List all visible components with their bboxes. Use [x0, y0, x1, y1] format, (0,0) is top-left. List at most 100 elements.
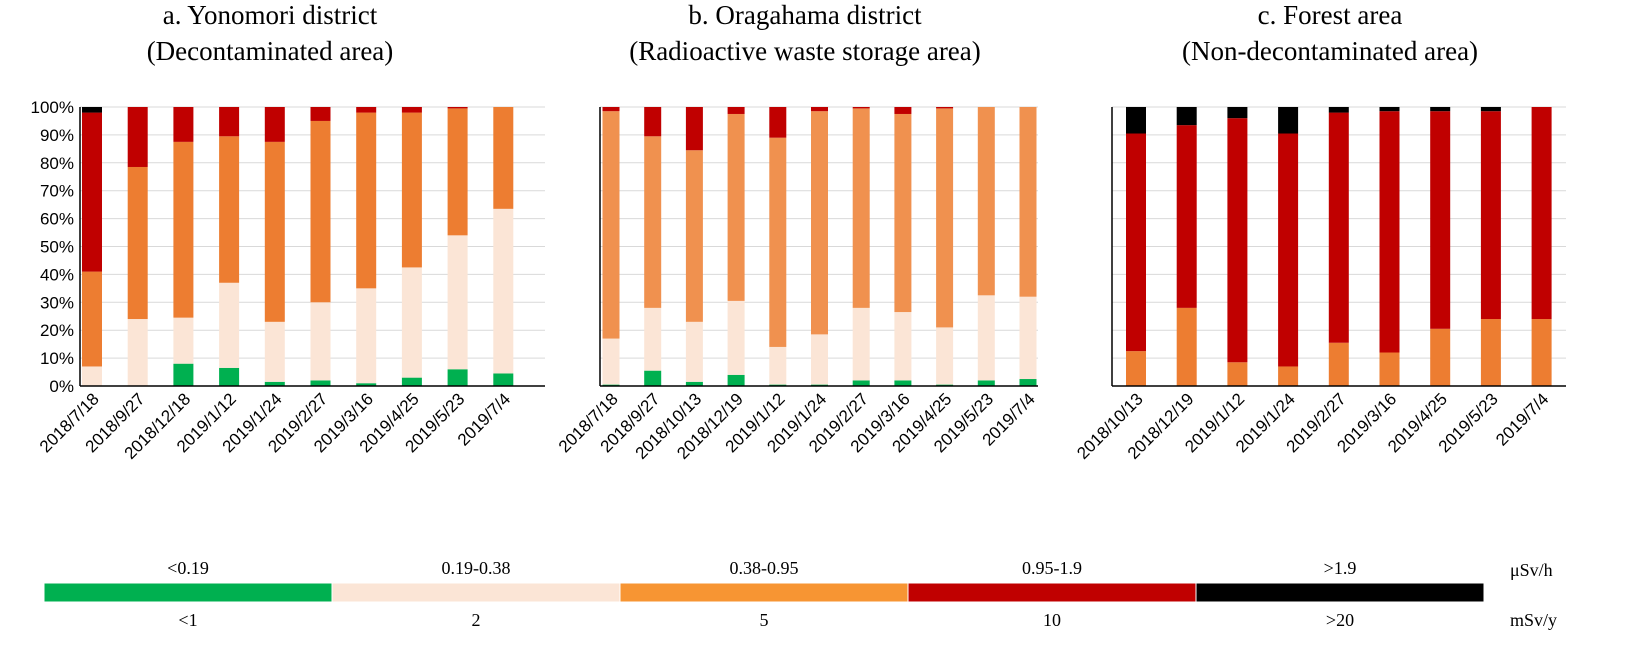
panel-a: a. Yonomori district (Decontaminated are…: [31, 0, 545, 463]
bar-segment: [894, 113, 912, 313]
bar-segment: [936, 107, 954, 109]
legend-bottom-label: 2: [472, 610, 481, 630]
bar-segment: [852, 108, 870, 308]
bar-segment: [1278, 107, 1299, 134]
legend-top-label: 0.19-0.38: [442, 558, 511, 578]
bar-segment: [493, 107, 514, 209]
bar-segment: [219, 282, 240, 368]
bar-segment: [644, 136, 662, 308]
bar-segment: [310, 302, 331, 381]
bar-segment: [936, 327, 954, 385]
bar-segment: [1227, 118, 1248, 363]
bar-segment: [1531, 107, 1552, 320]
y-tick-label: 60%: [40, 210, 74, 229]
bar-segment: [1126, 351, 1146, 386]
bar-segment: [401, 267, 422, 378]
bar-segment: [977, 107, 995, 296]
legend-color-bar: [43, 582, 1485, 603]
bar-segment: [727, 300, 745, 375]
bar-segment: [1019, 107, 1037, 297]
bar-segment: [1019, 296, 1037, 380]
bar-segment: [447, 107, 468, 109]
bar-segment: [1531, 319, 1552, 386]
bar-segment: [1126, 107, 1146, 134]
bar-segment: [493, 373, 514, 386]
legend-bottom-label: >20: [1326, 610, 1354, 630]
bar-segment: [1379, 111, 1400, 353]
bar-segment: [82, 271, 102, 367]
bar-segment: [1176, 125, 1197, 308]
y-tick-label: 50%: [40, 238, 74, 257]
bar-segment: [1430, 111, 1451, 329]
bar-segment: [852, 307, 870, 381]
bar-segment: [219, 367, 240, 386]
y-tick-label: 40%: [40, 265, 74, 284]
bar-segment: [1480, 107, 1501, 112]
x-tick-label: 2019/7/4: [1492, 389, 1552, 449]
bar-segment: [310, 107, 331, 121]
bar-segment: [685, 150, 703, 322]
bar-segment: [1278, 366, 1299, 386]
bar-segment: [401, 112, 422, 268]
bar-segment: [1328, 112, 1349, 343]
bar-segment: [82, 107, 102, 113]
bar-segment: [769, 346, 787, 385]
legend-bottom-label: <1: [178, 610, 197, 630]
legend-swatch: [331, 582, 621, 603]
bar-segment: [769, 137, 787, 347]
bar-segment: [602, 111, 620, 339]
bar-segment: [82, 366, 102, 386]
bar-segment: [356, 288, 377, 384]
legend-swatch: [907, 582, 1197, 603]
bar-segment: [1480, 319, 1501, 386]
bar-segment: [264, 381, 285, 386]
bar-segment: [811, 334, 828, 385]
bar-segment: [1176, 107, 1197, 126]
bar-segment: [1430, 107, 1451, 112]
y-tick-label: 100%: [31, 98, 74, 117]
bar-segment: [356, 107, 377, 113]
bar-segment: [219, 136, 240, 283]
panel-c: c. Forest area (Non-decontaminated area)…: [1073, 0, 1566, 463]
panel-a-title: a. Yonomori district: [163, 0, 378, 30]
bar-segment: [852, 380, 870, 386]
panel-b: b. Oragahama district (Radioactive waste…: [555, 0, 1039, 463]
bar-segment: [493, 208, 514, 374]
bar-segment: [1379, 107, 1400, 112]
bar-segment: [264, 107, 285, 142]
panel-b-bars: [602, 107, 1037, 386]
bar-segment: [173, 363, 194, 386]
panel-c-title: c. Forest area: [1258, 0, 1403, 30]
bar-segment: [811, 111, 828, 335]
bar-segment: [602, 338, 620, 385]
bar-segment: [173, 317, 194, 364]
bar-segment: [1227, 362, 1248, 386]
legend-top-label: >1.9: [1324, 558, 1357, 578]
bar-segment: [936, 108, 954, 328]
bar-segment: [894, 380, 912, 386]
legend-bottom-labels: <1 2 5 10 >20: [178, 610, 1354, 630]
legend-swatch: [43, 582, 333, 603]
bar-segment: [1176, 307, 1197, 386]
bar-segment: [447, 369, 468, 386]
bar-segment: [894, 107, 912, 114]
bar-segment: [401, 377, 422, 386]
bar-segment: [1379, 352, 1400, 386]
bar-segment: [401, 107, 422, 113]
bar-segment: [82, 112, 102, 272]
bar-segment: [685, 321, 703, 382]
y-tick-label: 20%: [40, 321, 74, 340]
bar-segment: [310, 120, 331, 303]
bar-segment: [310, 380, 331, 386]
bar-segment: [685, 107, 703, 151]
panel-c-x-axis-labels: 2018/10/132018/12/192019/1/122019/1/2420…: [1073, 389, 1552, 463]
panel-a-subtitle: (Decontaminated area): [147, 36, 394, 66]
bar-segment: [127, 107, 148, 167]
panel-b-title: b. Oragahama district: [688, 0, 922, 30]
bar-segment: [1430, 328, 1451, 386]
panel-a-bars: [82, 107, 514, 386]
legend-swatch: [1195, 582, 1485, 603]
legend-unit-bottom: mSv/y: [1510, 610, 1557, 630]
bar-segment: [852, 107, 870, 109]
bar-segment: [1328, 107, 1349, 113]
